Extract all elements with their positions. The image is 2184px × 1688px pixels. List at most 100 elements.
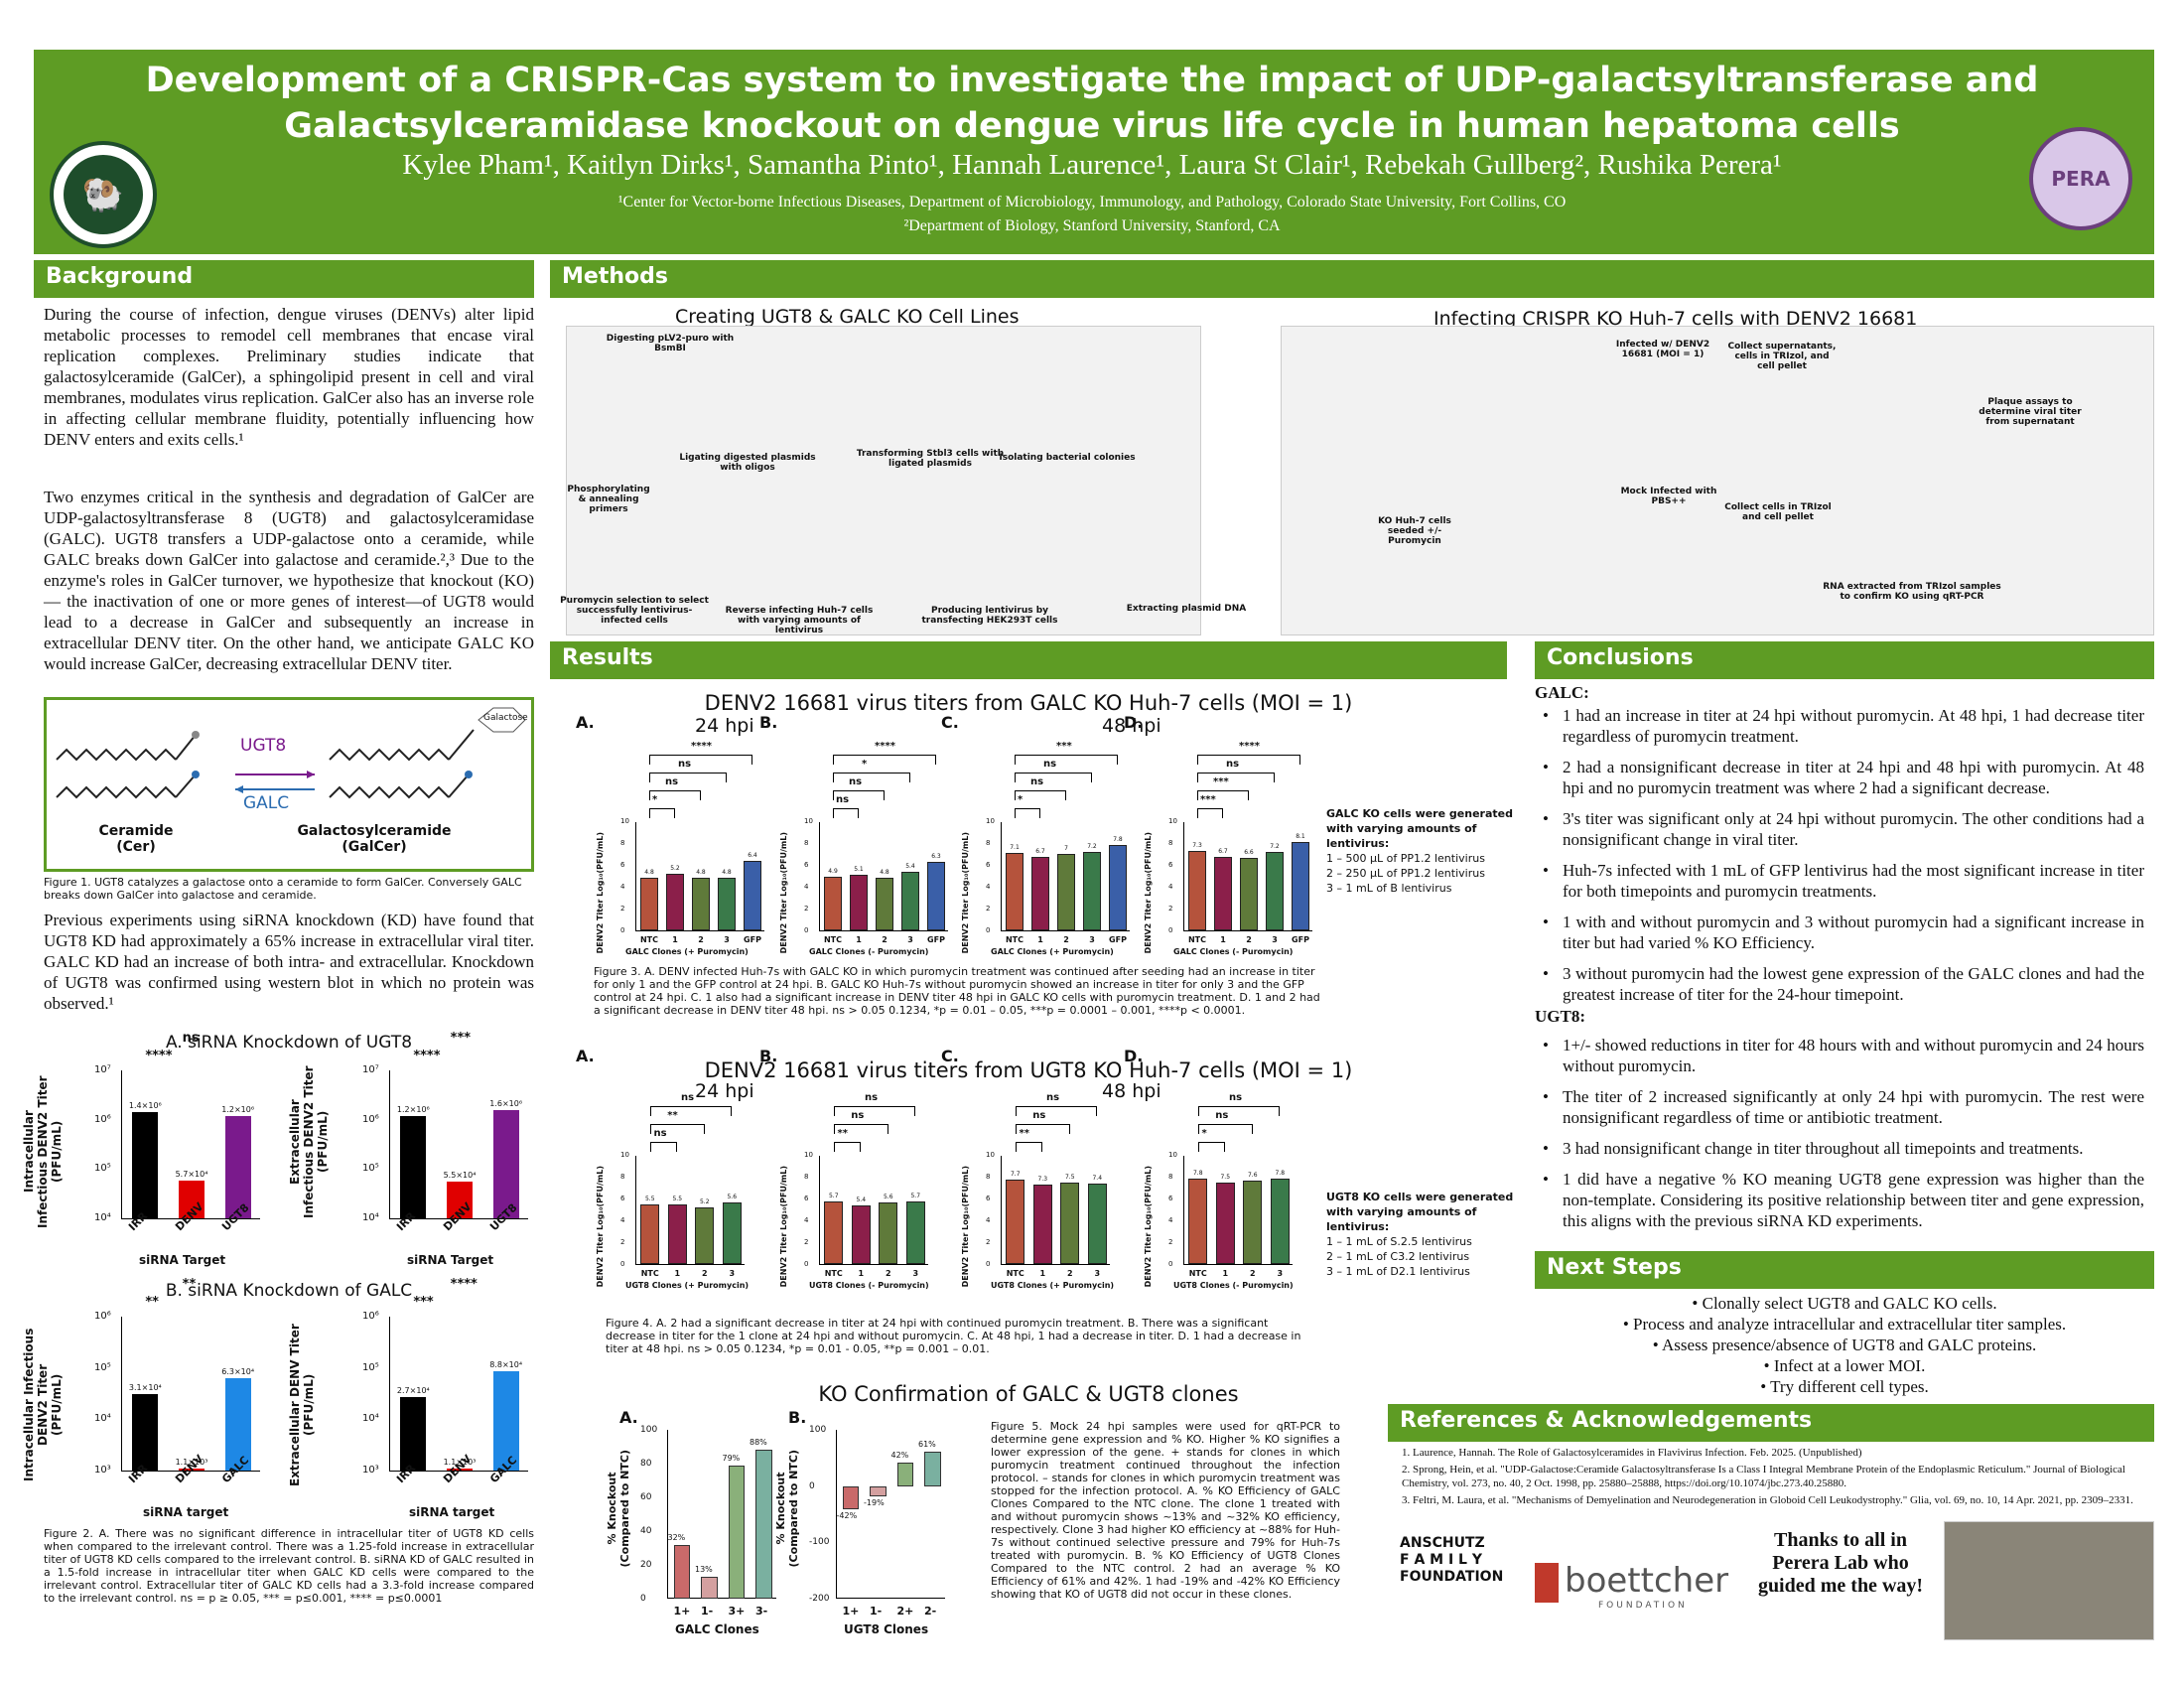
legend-line: 3 – 1 mL of B lentivirus	[1326, 882, 1452, 895]
y-tick-label: 6	[1168, 1195, 1173, 1202]
sig-marker: ns	[678, 759, 692, 770]
bar-3	[1082, 851, 1102, 930]
y-tick-label: 4	[1168, 883, 1173, 891]
bar-2	[691, 878, 711, 930]
y-tick-label: 6	[804, 1195, 809, 1202]
panel-label: C.	[941, 1047, 959, 1065]
sig-bracket	[649, 1142, 678, 1152]
ugt8-conclusions: 1+/- showed reductions in titer for 48 h…	[1535, 1035, 2144, 1241]
fig2b-title: B. siRNA Knockdown of GALC	[165, 1281, 413, 1301]
conclusions-heading: Conclusions	[1535, 641, 2154, 679]
titer-chart: 7.8 NTC 7.5 1 7.6 2 7.8 3 0 2 4 6 8 10 * ns ns	[1168, 1092, 1293, 1278]
y-tick-label: 8	[986, 839, 991, 847]
y-tick-label: 10⁴	[94, 1413, 111, 1425]
y-tick-label: 0	[809, 1480, 815, 1491]
sig-marker: ns	[1215, 1110, 1229, 1121]
bar-value-label: 5.5	[672, 1195, 683, 1202]
ko-bar-2-	[924, 1452, 941, 1486]
panel-label: D.	[1124, 713, 1144, 732]
sig-bracket	[833, 1106, 916, 1116]
methods-sub1: Creating UGT8 & GALC KO Cell Lines	[675, 306, 1020, 328]
sig-bracket	[1197, 1124, 1253, 1134]
galactose-label: Galactose	[483, 713, 528, 723]
sig-bracket	[833, 790, 885, 800]
y-tick-label: 2	[804, 1238, 809, 1246]
fig2b-extra-chart: 2.7×10⁴ IRR 1.1×10³ DENV 8.8×10⁴ GALC 10³ 10⁴ 10…	[362, 1277, 528, 1485]
next-step-item: • Process and analyze intracellular and …	[1622, 1315, 2067, 1334]
sig-bracket	[1015, 1142, 1043, 1152]
bar-value-label: 5.5	[644, 1195, 655, 1202]
method-step: Phosphorylating & annealing primers	[567, 485, 650, 514]
sig-marker: ns	[851, 1110, 865, 1121]
bar-denv	[447, 1182, 473, 1218]
legend-line: 1 – 1 mL of S.2.5 lentivirus	[1326, 1235, 1472, 1248]
infection-step: Collect cells in TRIzol and cell pellet	[1724, 502, 1832, 522]
y-axis-label: % Knockout (Compared to NTC)	[774, 1450, 800, 1568]
bar-3	[1087, 1183, 1107, 1264]
boettcher-sub: FOUNDATION	[1598, 1601, 1688, 1611]
ko-bar-1+	[842, 1485, 859, 1510]
y-tick-label: 0	[620, 1260, 625, 1268]
reference-item: 1. Laurence, Hannah. The Role of Galacto…	[1402, 1447, 1862, 1459]
y-tick-label: 10⁵	[362, 1163, 379, 1175]
bar-2	[1243, 1181, 1263, 1264]
y-tick-label: 8	[620, 1173, 625, 1181]
ko-chart: -42% 1+ -19% 1- 42% 2+ 61% 2- -200 -100 0 100	[809, 1425, 945, 1618]
bar-value-label: 5.7	[910, 1193, 921, 1200]
ugt8-24hpi: 24 hpi	[695, 1080, 754, 1102]
fig2b-intra-chart: 3.1×10⁴ IRR 1.1×10³ DENV 6.3×10⁴ GALC 10³ 10⁴ 10…	[94, 1277, 260, 1485]
galc-conclusions: 1 had an increase in titer at 24 hpi wit…	[1535, 705, 2144, 1015]
bar-2	[875, 878, 894, 930]
bar-ntc	[640, 1203, 660, 1264]
sig-marker: ***	[1056, 741, 1072, 752]
method-step: Puromycin selection to select successful…	[560, 596, 709, 626]
next-steps-heading: Next Steps	[1535, 1251, 2154, 1289]
method-step: Extracting plasmid DNA	[1126, 604, 1247, 614]
figure-5-caption: Figure 5. Mock 24 hpi samples were used …	[991, 1420, 1340, 1601]
panel-label: B.	[759, 1047, 778, 1065]
bar-value-label: 4.8	[644, 869, 654, 877]
bar-value-label: 5.2	[670, 864, 680, 872]
bar-irr	[400, 1115, 427, 1218]
bar-value-label: 8.1	[1296, 832, 1305, 840]
bar-value-label: 4.9	[828, 868, 838, 876]
x-tick-label: 2	[1246, 935, 1252, 944]
x-tick-label: 1-	[870, 1605, 883, 1618]
method-step: Reverse infecting Huh-7 cells with varyi…	[725, 606, 874, 635]
y-tick-label: 20	[640, 1560, 652, 1570]
sig-marker: *	[862, 759, 868, 770]
sig-marker: **	[182, 1277, 197, 1292]
sig-bracket	[649, 773, 727, 782]
bar-ntc	[1006, 1180, 1025, 1264]
method-step: Producing lentivirus by transfecting HEK…	[921, 606, 1058, 626]
bar-value-label: 8.8×10⁴	[489, 1359, 523, 1369]
y-tick-label: 4	[986, 883, 991, 891]
ugt8-conclusion-item: 1+/- showed reductions in titer for 48 h…	[1535, 1035, 2144, 1076]
sig-marker: ****	[413, 1049, 441, 1063]
sig-marker: ns	[1046, 1092, 1060, 1103]
references-list: 1. Laurence, Hannah. The Role of Galacto…	[1402, 1446, 2136, 1510]
x-tick-label: 1	[674, 1269, 681, 1278]
y-tick-label: 0	[804, 1260, 809, 1268]
bar-3	[717, 878, 737, 930]
bar-value-label: 7.7	[1010, 1171, 1021, 1179]
ko-value-label: 13%	[695, 1564, 713, 1574]
sig-bracket	[1015, 808, 1040, 818]
ko-bar-3-	[755, 1450, 772, 1599]
x-tick-label: 2	[1249, 1269, 1256, 1278]
sig-bracket	[1197, 1106, 1281, 1116]
sig-marker: **	[837, 1128, 848, 1139]
ko-value-label: 42%	[890, 1450, 909, 1460]
method-step: Isolating bacterial colonies	[999, 453, 1136, 463]
x-tick-label: 2	[882, 935, 887, 944]
bar-galc	[224, 1378, 251, 1471]
x-tick-label: 1-	[701, 1605, 714, 1618]
y-tick-label: 10	[804, 817, 813, 825]
x-tick-label: 1+	[842, 1605, 860, 1618]
bar-value-label: 1.1×10³	[175, 1457, 208, 1467]
x-tick-label: NTC	[824, 1269, 843, 1278]
figure-4-caption: Figure 4. A. 2 had a significant decreas…	[606, 1317, 1301, 1355]
sig-marker: ***	[1200, 794, 1216, 805]
panel-label: B.	[759, 713, 778, 732]
sig-marker: ***	[413, 1295, 434, 1310]
